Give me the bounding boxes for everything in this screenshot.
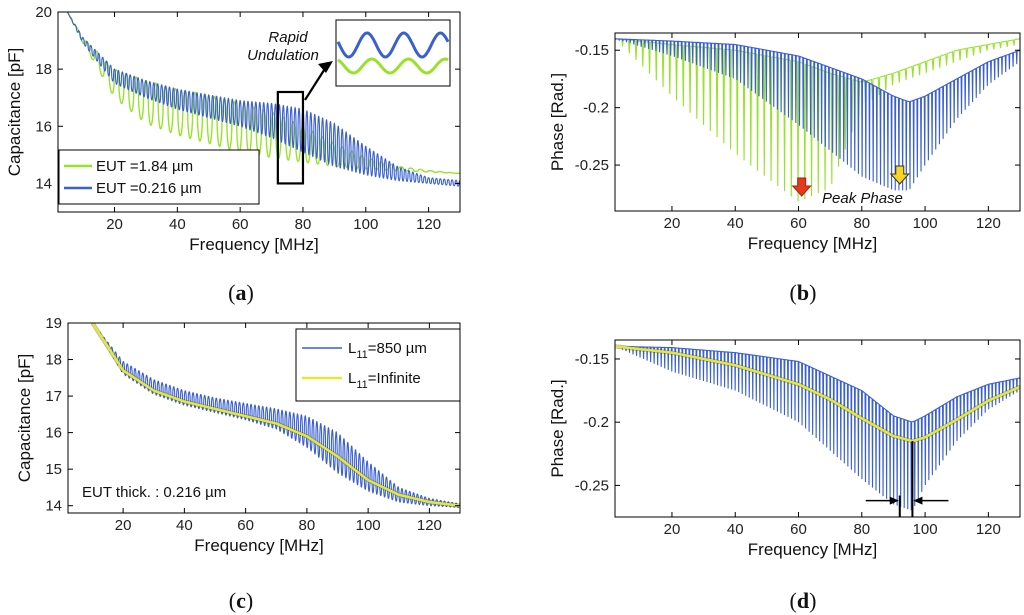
y-tick-label: 14: [45, 498, 62, 515]
y-tick-label: 16: [35, 118, 52, 135]
y-tick-label: 18: [45, 352, 62, 369]
y-axis-label: Capacitance [pF]: [15, 354, 34, 483]
x-tick-label: 120: [417, 517, 442, 534]
x-tick-label: 100: [356, 517, 381, 534]
x-tick-label: 60: [790, 215, 807, 232]
legend-box: [58, 149, 260, 205]
axes-frame: [614, 339, 1021, 518]
panel-caption: (c): [229, 588, 253, 613]
y-tick-label: 19: [45, 315, 62, 332]
y-tick-label: 14: [35, 175, 52, 192]
panel-c: 20 40 60 80 100 120 14 15 16 17 18 19 Frequency [MHz…: [15, 315, 461, 613]
x-axis-label: Frequency [MHz]: [748, 540, 877, 559]
y-tick-label: -0.25: [575, 157, 609, 174]
x-axis-label: Frequency [MHz]: [194, 536, 323, 555]
y-tick-label: -0.2: [583, 414, 609, 431]
zoom-box: [276, 90, 305, 185]
series-1-line: [615, 38, 1020, 191]
legend-label: L11=850 µm: [348, 340, 427, 361]
inset-green-wave: [337, 57, 449, 75]
x-tick-label: 80: [295, 216, 312, 233]
y-axis-label: Phase [Rad.]: [548, 379, 567, 477]
y-tick-label: 18: [35, 61, 52, 78]
x-tick-label: 120: [416, 216, 441, 233]
x-tick-label: 120: [976, 521, 1001, 538]
plot-area: [615, 344, 1020, 511]
series-0-line: [92, 323, 460, 508]
x-axis-label: Frequency [MHz]: [748, 234, 877, 253]
y-tick-label: -0.2: [583, 100, 609, 117]
legend: EUT =1.84 µm EUT =0.216 µm: [58, 149, 260, 205]
legend-label: EUT =0.216 µm: [96, 180, 202, 197]
axes-frame: [57, 11, 461, 213]
x-tick-label: 60: [232, 216, 249, 233]
peak-phase-arrow: [791, 177, 812, 197]
y-tick-label: -0.15: [575, 351, 609, 368]
series-0-line: [615, 38, 1020, 202]
x-tick-label: 40: [727, 215, 744, 232]
x-tick-label: 20: [664, 521, 681, 538]
x-axis-label: Frequency [MHz]: [189, 235, 318, 254]
y-tick-label: 16: [45, 425, 62, 442]
x-tick-label: 20: [664, 215, 681, 232]
zoom-arrow: [304, 66, 327, 101]
y-axis-label: Phase [Rad.]: [548, 73, 567, 171]
zoom-arrow-head: [318, 61, 333, 73]
x-tick-label: 40: [727, 521, 744, 538]
x-tick-label: 40: [169, 216, 186, 233]
legend-label: L11=Infinite: [348, 370, 421, 391]
eut-thickness-note: EUT thick. : 0.216 µm: [82, 484, 226, 501]
series-1-line: [66, 12, 460, 187]
gap-arrow-left-head: [889, 496, 899, 505]
y-tick-label: -0.25: [575, 477, 609, 494]
axes-frame: [67, 322, 461, 514]
x-tick-label: 20: [115, 517, 132, 534]
series-0-line: [615, 345, 1020, 511]
plot-area: [66, 12, 460, 187]
legend-label: EUT =1.84 µm: [96, 158, 193, 175]
axes-frame: [614, 32, 1021, 212]
y-tick-label: 20: [35, 4, 52, 21]
panel-caption: (d): [790, 588, 817, 613]
y-tick-label: 15: [45, 461, 62, 478]
x-tick-label: 60: [790, 521, 807, 538]
inset-label-line1: Rapid: [268, 29, 308, 46]
y-axis-label: Capacitance [pF]: [5, 48, 24, 177]
panel-caption: (a): [228, 280, 254, 305]
inset-blue-wave: [336, 31, 450, 59]
x-tick-label: 80: [853, 215, 870, 232]
peak-phase-label: Peak Phase: [822, 190, 903, 207]
y-tick-label: 17: [45, 388, 62, 405]
x-tick-label: 60: [237, 517, 254, 534]
x-tick-label: 120: [976, 215, 1001, 232]
legend: L11=850 µm L11=Infinite: [295, 328, 461, 402]
inset-zoom: [335, 19, 451, 87]
peak-phase-arrow: [889, 165, 910, 185]
inset-label-line2: Undulation: [247, 47, 319, 64]
series-1-line: [615, 345, 1020, 443]
plot-area: [615, 38, 1020, 202]
panel-a: 20 40 60 80 100 120 14 16 18 20 Frequency [MHz] Cap…: [5, 4, 461, 305]
gap-arrow-right-head: [913, 496, 923, 505]
y-tick-label: -0.15: [575, 42, 609, 59]
panel-b: 20 40 60 80 100 120 -0.15 -0.2 -0.25 Frequency [M…: [548, 32, 1021, 305]
panel-caption: (b): [790, 280, 817, 305]
plot-area: [90, 323, 460, 508]
x-tick-label: 80: [299, 517, 316, 534]
x-tick-label: 100: [913, 215, 938, 232]
x-tick-label: 40: [176, 517, 193, 534]
x-tick-label: 100: [913, 521, 938, 538]
legend-box: [295, 328, 461, 402]
panel-d: 20 40 60 80 100 120 -0.15 -0.2 -0.25 Frequency [M…: [548, 339, 1021, 613]
series-1-line: [91, 323, 460, 507]
x-tick-label: 80: [853, 521, 870, 538]
x-tick-label: 100: [353, 216, 378, 233]
x-tick-label: 20: [106, 216, 123, 233]
